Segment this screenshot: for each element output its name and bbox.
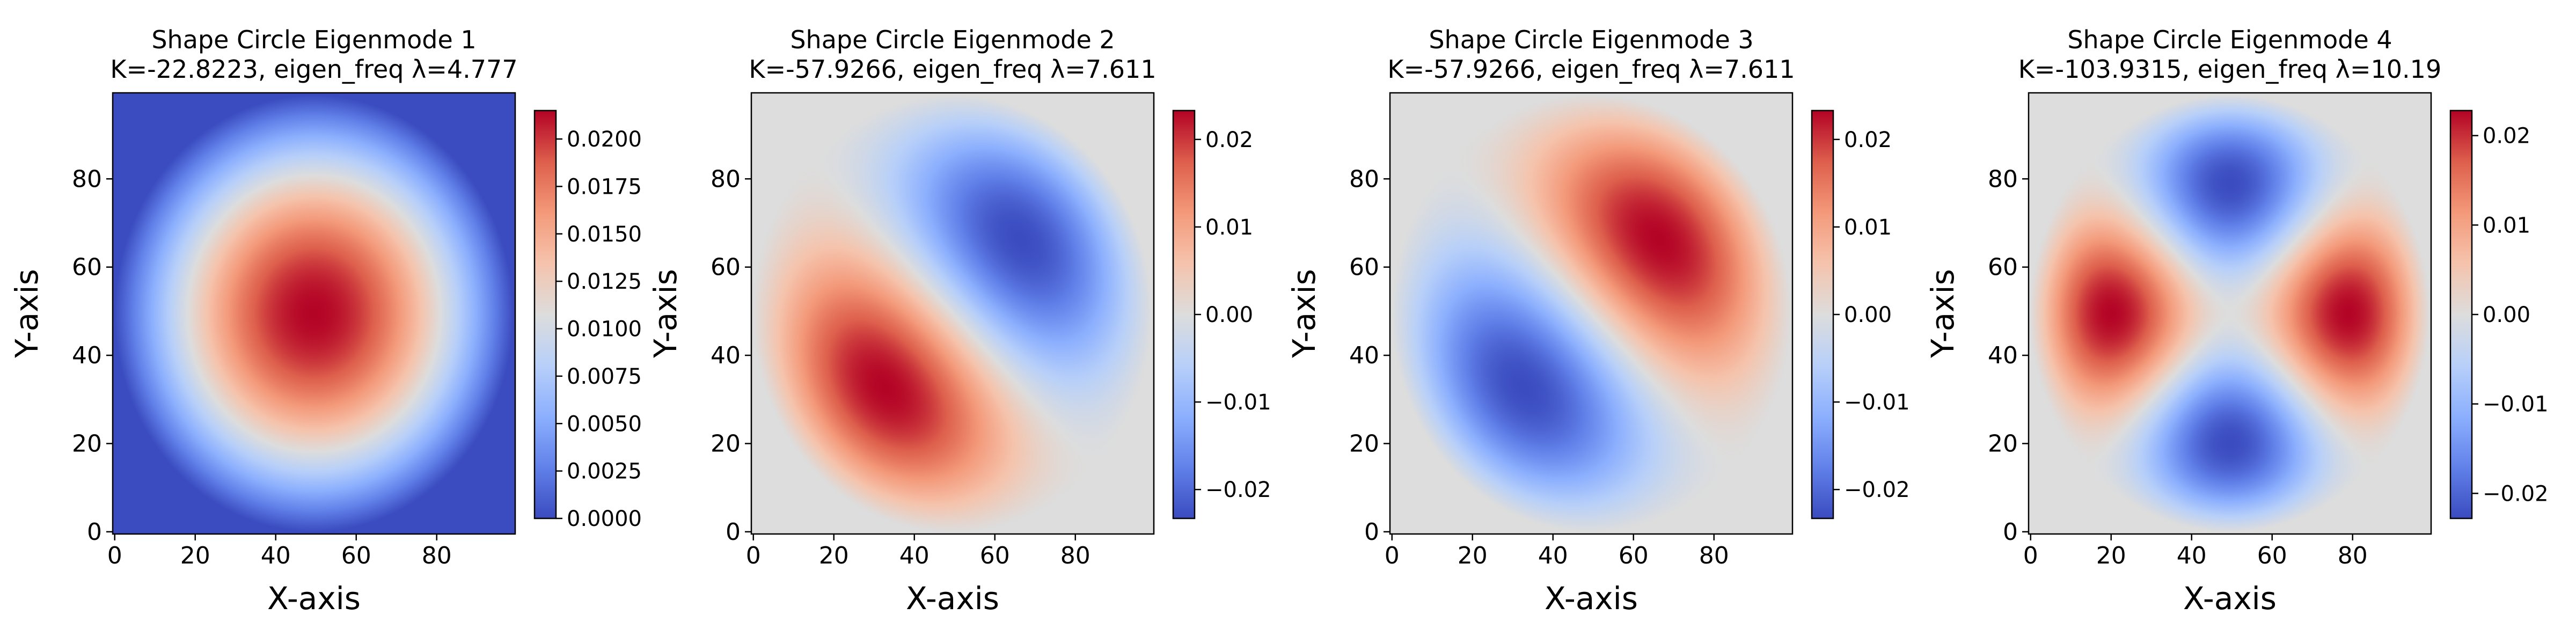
y-tick-label: 80 [1349, 165, 1379, 193]
colorbar-tick-label: −0.02 [1844, 478, 1910, 502]
y-tick-label: 0 [87, 518, 102, 546]
y-axis-label: Y-axis [9, 269, 45, 358]
y-tick-label: 80 [72, 165, 102, 193]
x-tick-label: 40 [899, 542, 930, 569]
x-tick-label: 20 [2096, 542, 2126, 569]
panel-title: Shape Circle Eigenmode 2 [790, 25, 1115, 54]
colorbar-tick-label: 0.0025 [567, 459, 642, 484]
panel-title: Shape Circle Eigenmode 3 [1429, 25, 1753, 54]
y-tick-label: 80 [1988, 165, 2018, 193]
colorbar-frame [533, 109, 557, 519]
axes-frame [2028, 92, 2432, 535]
x-axis-label: X-axis [2183, 580, 2277, 617]
colorbar [2450, 111, 2472, 518]
x-tick-label: 60 [2257, 542, 2287, 569]
x-tick-label: 40 [261, 542, 291, 569]
panel-1: Shape Circle Eigenmode 1K=-22.8223, eige… [9, 25, 642, 617]
x-tick-label: 0 [1385, 542, 1400, 569]
panel-4: Shape Circle Eigenmode 4K=-103.9315, eig… [1924, 25, 2549, 617]
y-tick-label: 80 [711, 165, 741, 193]
panel-subtitle: K=-57.9266, eigen_freq λ=7.611 [749, 55, 1156, 84]
y-tick-label: 40 [1349, 342, 1379, 369]
x-tick-label: 0 [2023, 542, 2038, 569]
colorbar-tick-label: −0.01 [1844, 390, 1910, 415]
colorbar-tick-label: 0.00 [2483, 303, 2530, 327]
heatmap-image [113, 93, 515, 534]
x-tick-label: 80 [1699, 542, 1729, 569]
y-tick-label: 40 [72, 342, 102, 369]
colorbar-tick-label: 0.0050 [567, 412, 642, 436]
colorbar-tick-label: 0.0200 [567, 127, 642, 152]
heatmap-image [1390, 93, 1792, 534]
colorbar [1812, 111, 1833, 518]
colorbar-tick-label: 0.00 [1844, 303, 1892, 327]
y-axis-label: Y-axis [1286, 269, 1322, 358]
x-tick-label: 80 [1060, 542, 1091, 569]
y-axis-label: Y-axis [1924, 269, 1961, 358]
panel-2: Shape Circle Eigenmode 2K=-57.9266, eige… [647, 25, 1271, 617]
axes-frame [750, 92, 1155, 535]
axes-frame [112, 92, 516, 535]
y-tick-label: 20 [1988, 430, 2018, 457]
panel-title: Shape Circle Eigenmode 1 [151, 25, 476, 54]
y-tick-label: 0 [726, 518, 741, 546]
panel-subtitle: K=-57.9266, eigen_freq λ=7.611 [1387, 55, 1795, 84]
x-tick-label: 80 [422, 542, 452, 569]
x-tick-label: 0 [107, 542, 122, 569]
x-tick-label: 40 [1538, 542, 1568, 569]
x-tick-label: 0 [746, 542, 761, 569]
y-tick-label: 20 [711, 430, 741, 457]
colorbar-tick-label: −0.02 [1205, 478, 1271, 502]
colorbar-tick-label: −0.01 [2483, 392, 2549, 417]
y-tick-label: 0 [2003, 518, 2018, 546]
x-tick-label: 20 [1458, 542, 1488, 569]
x-tick-label: 60 [980, 542, 1010, 569]
colorbar-tick-label: 0.02 [2483, 124, 2530, 149]
x-tick-label: 20 [819, 542, 849, 569]
colorbar [535, 111, 556, 518]
x-axis-label: X-axis [906, 580, 999, 617]
x-axis-label: X-axis [267, 580, 361, 617]
colorbar-tick-label: 0.01 [1205, 215, 1253, 240]
y-tick-label: 20 [1349, 430, 1379, 457]
colorbar-tick-label: 0.02 [1844, 128, 1892, 152]
colorbar [1173, 111, 1195, 518]
y-tick-label: 20 [72, 430, 102, 457]
panel-subtitle: K=-22.8223, eigen_freq λ=4.777 [110, 55, 517, 84]
y-tick-label: 60 [72, 254, 102, 281]
colorbar-tick-label: 0.0075 [567, 364, 642, 389]
panel-3: Shape Circle Eigenmode 3K=-57.9266, eige… [1286, 25, 1910, 617]
heatmap-image [2029, 93, 2431, 534]
colorbar-tick-label: 0.01 [1844, 215, 1892, 240]
colorbar-tick-label: 0.0125 [567, 269, 642, 294]
x-axis-label: X-axis [1545, 580, 1638, 617]
panel-subtitle: K=-103.9315, eigen_freq λ=10.19 [2018, 55, 2441, 84]
y-tick-label: 40 [711, 342, 741, 369]
x-tick-label: 60 [1619, 542, 1649, 569]
y-tick-label: 60 [711, 254, 741, 281]
y-tick-label: 60 [1988, 254, 2018, 281]
colorbar-tick-label: −0.02 [2483, 481, 2549, 506]
y-axis-label: Y-axis [647, 269, 684, 358]
x-tick-label: 40 [2177, 542, 2207, 569]
axes-frame [1389, 92, 1794, 535]
panel-title: Shape Circle Eigenmode 4 [2067, 25, 2392, 54]
colorbar-tick-label: 0.0175 [567, 174, 642, 199]
y-tick-label: 0 [1364, 518, 1379, 546]
colorbar-tick-label: 0.0100 [567, 317, 642, 342]
x-tick-label: 20 [180, 542, 210, 569]
x-tick-label: 80 [2338, 542, 2368, 569]
colorbar-tick-label: 0.0000 [567, 507, 642, 531]
x-tick-label: 60 [341, 542, 371, 569]
colorbar-tick-label: 0.02 [1205, 128, 1253, 152]
colorbar-tick-label: −0.01 [1205, 390, 1271, 415]
y-tick-label: 60 [1349, 254, 1379, 281]
heatmap-image [751, 93, 1154, 534]
colorbar-tick-label: 0.00 [1205, 303, 1253, 327]
colorbar-tick-label: 0.01 [2483, 213, 2530, 238]
colorbar-tick-label: 0.0150 [567, 222, 642, 247]
y-tick-label: 40 [1988, 342, 2018, 369]
